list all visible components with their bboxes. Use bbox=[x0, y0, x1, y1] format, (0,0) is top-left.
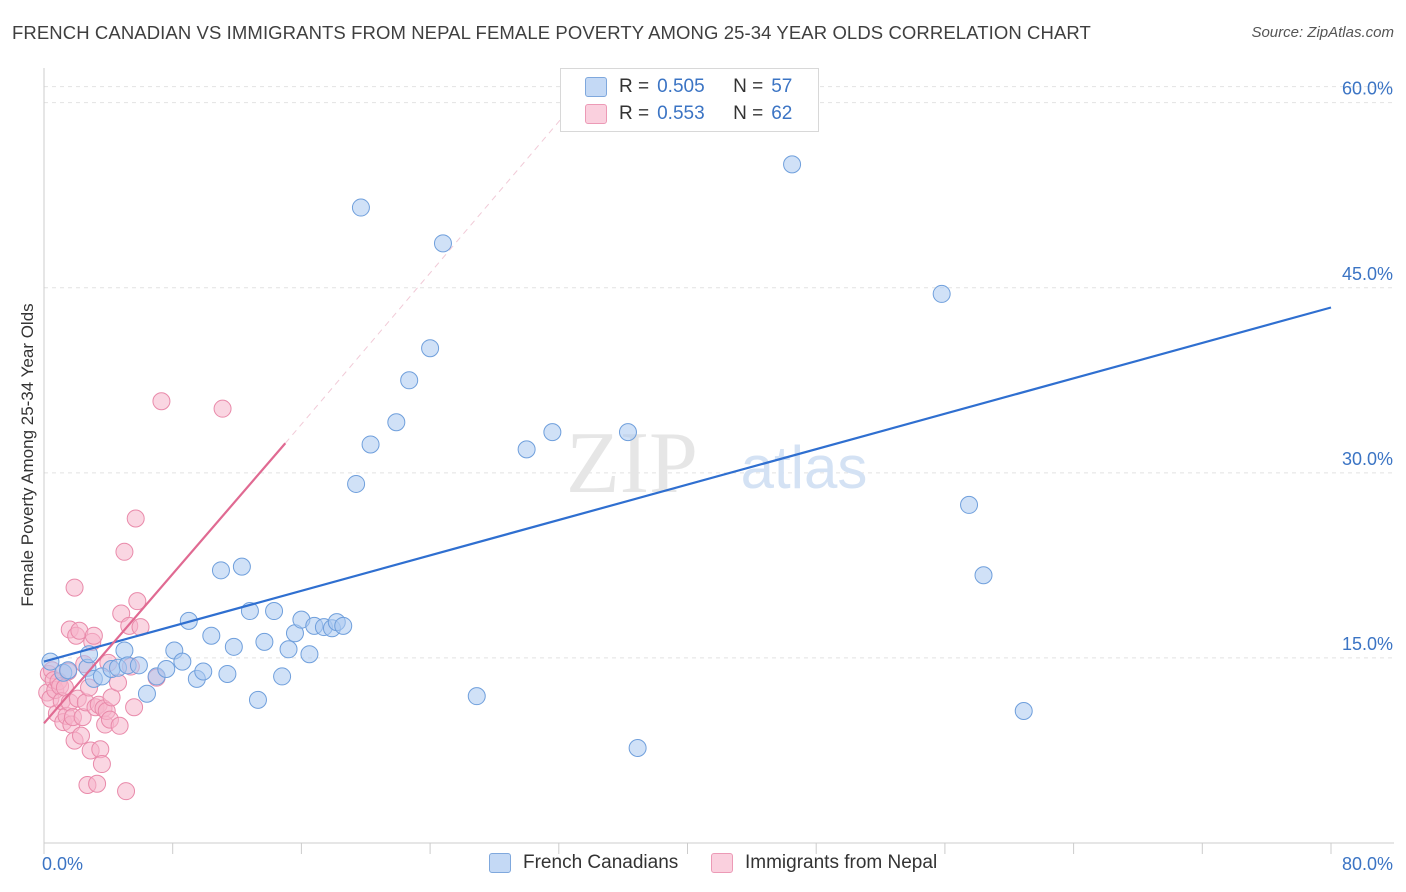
watermark: ZIP atlas bbox=[566, 415, 867, 512]
y-axis-label: Female Poverty Among 25-34 Year Olds bbox=[18, 303, 37, 607]
data-point-french-canadian bbox=[255, 632, 274, 651]
data-point-french-canadian bbox=[265, 602, 284, 621]
y-tick-label: 45.0% bbox=[1342, 264, 1393, 284]
data-point-french-canadian bbox=[157, 660, 176, 679]
data-point-french-canadian bbox=[974, 566, 993, 585]
chart-title: FRENCH CANADIAN VS IMMIGRANTS FROM NEPAL… bbox=[12, 22, 1091, 43]
data-point-french-canadian bbox=[960, 495, 979, 514]
bottom-legend-swatch-blue bbox=[489, 853, 511, 873]
data-point-french-canadian bbox=[618, 423, 637, 442]
legend-swatch-blue bbox=[585, 77, 607, 97]
y-tick-label: 15.0% bbox=[1342, 634, 1393, 654]
data-point-french-canadian bbox=[129, 656, 148, 675]
y-tick-label: 30.0% bbox=[1342, 449, 1393, 469]
legend-row-french-canadians: R = 0.505 N = 57 bbox=[585, 75, 792, 99]
stats-legend: R = 0.505 N = 57 R = 0.553 N = 62 bbox=[560, 68, 819, 132]
watermark-atlas: atlas bbox=[741, 434, 868, 501]
data-point-nepal bbox=[91, 740, 110, 759]
y-tick-label: 60.0% bbox=[1342, 79, 1393, 99]
source-label: Source: ZipAtlas.com bbox=[1251, 24, 1394, 41]
data-point-nepal bbox=[72, 726, 91, 745]
data-point-french-canadian bbox=[273, 667, 292, 686]
data-point-french-canadian bbox=[211, 561, 230, 580]
data-point-french-canadian bbox=[517, 440, 536, 459]
data-point-french-canadian bbox=[400, 371, 419, 390]
legend-n-value: 57 bbox=[771, 76, 793, 97]
data-point-french-canadian bbox=[300, 645, 319, 664]
data-point-french-canadian bbox=[202, 626, 221, 645]
data-point-french-canadian bbox=[543, 423, 562, 442]
trendline-french-canadians bbox=[43, 306, 1332, 663]
series-french-canadian-points bbox=[41, 155, 1033, 757]
data-point-nepal bbox=[117, 782, 136, 801]
legend-swatch-pink bbox=[585, 104, 607, 124]
x-tick-label: 0.0% bbox=[42, 854, 83, 874]
data-point-nepal bbox=[115, 542, 134, 561]
data-point-french-canadian bbox=[115, 641, 134, 660]
data-point-french-canadian bbox=[387, 413, 406, 432]
data-point-nepal bbox=[110, 716, 129, 735]
data-point-nepal bbox=[152, 392, 171, 411]
data-point-french-canadian bbox=[334, 616, 353, 635]
data-point-nepal bbox=[128, 592, 147, 611]
data-point-french-canadian bbox=[224, 637, 243, 656]
bottom-legend-label: Immigrants from Nepal bbox=[745, 852, 938, 873]
data-point-french-canadian bbox=[421, 339, 440, 358]
data-point-french-canadian bbox=[279, 640, 298, 659]
data-point-nepal bbox=[88, 774, 107, 793]
data-point-french-canadian bbox=[347, 474, 366, 493]
bottom-legend-swatch-pink bbox=[711, 853, 733, 873]
trendlines bbox=[43, 102, 1332, 725]
x-tick-label: 80.0% bbox=[1342, 854, 1393, 874]
data-point-french-canadian bbox=[248, 690, 267, 709]
legend-r-label: R = bbox=[619, 76, 650, 97]
data-point-nepal bbox=[65, 578, 84, 597]
bottom-legend-french-canadians: French Canadians bbox=[489, 850, 678, 876]
data-point-french-canadian bbox=[361, 435, 380, 454]
legend-r-label: R = bbox=[619, 103, 650, 124]
data-point-french-canadian bbox=[433, 234, 452, 253]
data-point-french-canadian bbox=[1014, 701, 1033, 720]
data-point-nepal bbox=[92, 755, 111, 774]
data-point-french-canadian bbox=[232, 557, 251, 576]
data-point-french-canadian bbox=[783, 155, 802, 174]
legend-n-label: N = bbox=[733, 103, 764, 124]
data-point-french-canadian bbox=[628, 738, 647, 757]
bottom-legend-nepal: Immigrants from Nepal bbox=[711, 850, 937, 876]
data-point-nepal bbox=[213, 399, 232, 418]
legend-row-nepal: R = 0.553 N = 62 bbox=[585, 102, 792, 126]
data-point-french-canadian bbox=[41, 652, 60, 671]
legend-r-value: 0.553 bbox=[657, 103, 705, 124]
trendline-nepal bbox=[284, 102, 576, 444]
legend-n-label: N = bbox=[733, 76, 764, 97]
bottom-legend-label: French Canadians bbox=[523, 852, 679, 873]
data-point-nepal bbox=[125, 698, 144, 717]
data-point-french-canadian bbox=[218, 664, 237, 683]
series-nepal-points bbox=[38, 392, 232, 801]
axes bbox=[43, 68, 1394, 854]
tick-labels: 15.0% 30.0% 45.0% 60.0% 0.0% 80.0% bbox=[42, 79, 1393, 874]
trendline-nepal bbox=[43, 442, 287, 725]
legend-r-value: 0.505 bbox=[657, 76, 705, 97]
data-point-nepal bbox=[102, 688, 121, 707]
data-point-french-canadian bbox=[59, 661, 78, 680]
legend-n-value: 62 bbox=[771, 103, 793, 124]
data-point-french-canadian bbox=[351, 198, 370, 217]
data-point-french-canadian bbox=[137, 684, 156, 703]
data-point-nepal bbox=[126, 509, 145, 528]
data-point-french-canadian bbox=[467, 687, 486, 706]
data-point-french-canadian bbox=[173, 652, 192, 671]
data-point-nepal bbox=[84, 626, 103, 645]
data-point-french-canadian bbox=[932, 284, 951, 303]
data-point-french-canadian bbox=[194, 662, 213, 681]
